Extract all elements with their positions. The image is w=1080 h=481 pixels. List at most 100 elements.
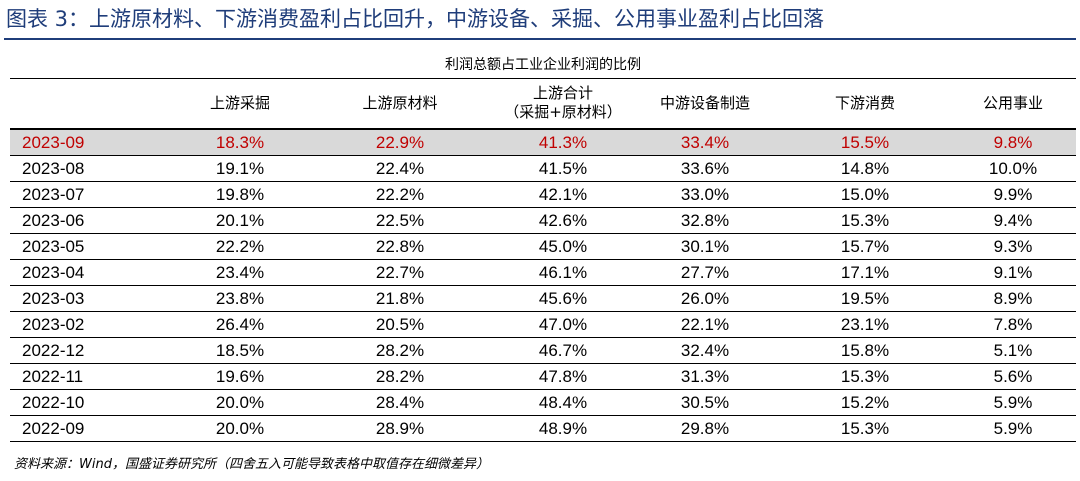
cell-upstream-materials: 21.8% [375, 289, 425, 308]
cell-upstream-materials: 22.8% [375, 237, 425, 256]
table-row: 2023-02 26.4% 20.5% 47.0% 22.1% 23.1% 7.8% [10, 312, 1076, 338]
cell-utilities: 5.6% [993, 367, 1033, 386]
cell-downstream-consumption: 15.0% [840, 185, 890, 204]
row-date: 2023-03 [22, 289, 85, 308]
cell-upstream-mining: 18.3% [215, 133, 265, 152]
table-row: 2023-03 23.8% 21.8% 45.6% 26.0% 19.5% 8.9% [10, 286, 1076, 312]
cell-upstream-mining: 20.1% [215, 211, 265, 230]
cell-upstream-materials: 22.2% [375, 185, 425, 204]
header-divider [10, 128, 1076, 130]
cell-upstream-mining: 18.5% [215, 341, 265, 360]
cell-downstream-consumption: 15.5% [840, 133, 890, 152]
cell-downstream-consumption: 15.3% [840, 367, 890, 386]
cell-midstream-equipment: 30.5% [680, 393, 730, 412]
table-row: 2022-09 20.0% 28.9% 48.9% 29.8% 15.3% 5.9% [10, 416, 1076, 442]
header-upstream-total: 上游合计 （采掘+原材料） [493, 80, 633, 126]
header-upstream-total-line1: 上游合计 [532, 84, 593, 102]
cell-utilities: 5.9% [993, 419, 1033, 438]
table-body: 2023-09 18.3% 22.9% 41.3% 33.4% 15.5% 9.8% 2023… [10, 130, 1076, 442]
cell-upstream-total: 47.0% [538, 315, 588, 334]
cell-utilities: 10.0% [988, 159, 1038, 178]
cell-downstream-consumption: 19.5% [840, 289, 890, 308]
cell-upstream-total: 47.8% [538, 367, 588, 386]
row-date: 2023-07 [22, 185, 85, 204]
cell-upstream-mining: 20.0% [215, 393, 265, 412]
cell-upstream-total: 46.7% [538, 341, 588, 360]
cell-utilities: 9.9% [993, 185, 1033, 204]
cell-utilities: 8.9% [993, 289, 1033, 308]
cell-upstream-mining: 19.1% [215, 159, 265, 178]
cell-downstream-consumption: 17.1% [840, 263, 890, 282]
table-row: 2023-08 19.1% 22.4% 41.5% 33.6% 14.8% 10.0% [10, 156, 1076, 182]
row-date: 2023-08 [22, 159, 85, 178]
cell-upstream-total: 42.6% [538, 211, 588, 230]
header-upstream-materials: 上游原材料 [362, 93, 438, 112]
table-row: 2023-07 19.8% 22.2% 42.1% 33.0% 15.0% 9.9% [10, 182, 1076, 208]
table-caption: 利润总额占工业企业利润的比例 [445, 57, 641, 73]
cell-upstream-materials: 22.9% [375, 133, 425, 152]
cell-upstream-mining: 19.8% [215, 185, 265, 204]
cell-upstream-total: 41.5% [538, 159, 588, 178]
header-downstream-consumption: 下游消费 [834, 93, 895, 112]
cell-upstream-materials: 28.9% [375, 419, 425, 438]
table-row: 2023-04 23.4% 22.7% 46.1% 27.7% 17.1% 9.1% [10, 260, 1076, 286]
cell-downstream-consumption: 23.1% [840, 315, 890, 334]
cell-upstream-materials: 22.7% [375, 263, 425, 282]
row-date: 2023-06 [22, 211, 85, 230]
cell-downstream-consumption: 14.8% [840, 159, 890, 178]
cell-utilities: 5.9% [993, 393, 1033, 412]
table-row: 2023-09 18.3% 22.9% 41.3% 33.4% 15.5% 9.8% [10, 130, 1076, 156]
cell-midstream-equipment: 22.1% [680, 315, 730, 334]
row-date: 2022-12 [22, 341, 85, 360]
cell-midstream-equipment: 32.8% [680, 211, 730, 230]
cell-upstream-total: 48.4% [538, 393, 588, 412]
cell-utilities: 5.1% [993, 341, 1033, 360]
cell-upstream-materials: 28.2% [375, 341, 425, 360]
cell-utilities: 9.8% [993, 133, 1033, 152]
row-date: 2022-11 [22, 367, 84, 386]
cell-upstream-total: 45.0% [538, 237, 588, 256]
row-date: 2022-09 [22, 419, 85, 438]
cell-upstream-mining: 26.4% [215, 315, 265, 334]
cell-utilities: 9.4% [993, 211, 1033, 230]
header-upstream-total-line2: （采掘+原材料） [504, 103, 622, 121]
header-upstream-mining: 上游采掘 [209, 93, 270, 112]
header-midstream-equipment: 中游设备制造 [659, 93, 750, 112]
cell-upstream-total: 45.6% [538, 289, 588, 308]
cell-upstream-total: 42.1% [538, 185, 588, 204]
row-date: 2023-04 [22, 263, 85, 282]
cell-upstream-mining: 23.4% [215, 263, 265, 282]
caption-divider [10, 78, 1076, 79]
cell-downstream-consumption: 15.8% [840, 341, 890, 360]
cell-midstream-equipment: 33.6% [680, 159, 730, 178]
table-row: 2023-06 20.1% 22.5% 42.6% 32.8% 15.3% 9.4% [10, 208, 1076, 234]
cell-downstream-consumption: 15.7% [840, 237, 890, 256]
cell-midstream-equipment: 33.4% [680, 133, 730, 152]
cell-upstream-mining: 22.2% [215, 237, 265, 256]
cell-midstream-equipment: 27.7% [680, 263, 730, 282]
cell-upstream-total: 48.9% [538, 419, 588, 438]
cell-upstream-materials: 28.2% [375, 367, 425, 386]
cell-upstream-materials: 22.4% [375, 159, 425, 178]
table-header: 上游采掘 上游原材料 上游合计 （采掘+原材料） 中游设备制造 下游消费 公用事… [10, 80, 1076, 126]
cell-utilities: 7.8% [993, 315, 1033, 334]
table-row: 2022-11 19.6% 28.2% 47.8% 31.3% 15.3% 5.6% [10, 364, 1076, 390]
cell-downstream-consumption: 15.3% [840, 419, 890, 438]
table-row: 2023-05 22.2% 22.8% 45.0% 30.1% 15.7% 9.3% [10, 234, 1076, 260]
table-row: 2022-10 20.0% 28.4% 48.4% 30.5% 15.2% 5.9% [10, 390, 1076, 416]
cell-upstream-materials: 28.4% [375, 393, 425, 412]
cell-utilities: 9.1% [993, 263, 1033, 282]
cell-midstream-equipment: 33.0% [680, 185, 730, 204]
cell-upstream-mining: 19.6% [215, 367, 265, 386]
row-date: 2022-10 [22, 393, 85, 412]
cell-upstream-total: 46.1% [538, 263, 588, 282]
cell-midstream-equipment: 31.3% [680, 367, 730, 386]
cell-upstream-materials: 20.5% [375, 315, 425, 334]
source-note: 资料来源：Wind，国盛证券研究所（四舍五入可能导致表格中取值存在细微差异） [14, 457, 489, 472]
row-date: 2023-05 [22, 237, 85, 256]
cell-upstream-mining: 20.0% [215, 419, 265, 438]
header-utilities: 公用事业 [982, 93, 1043, 112]
cell-upstream-materials: 22.5% [375, 211, 425, 230]
cell-downstream-consumption: 15.3% [840, 211, 890, 230]
row-date: 2023-02 [22, 315, 85, 334]
